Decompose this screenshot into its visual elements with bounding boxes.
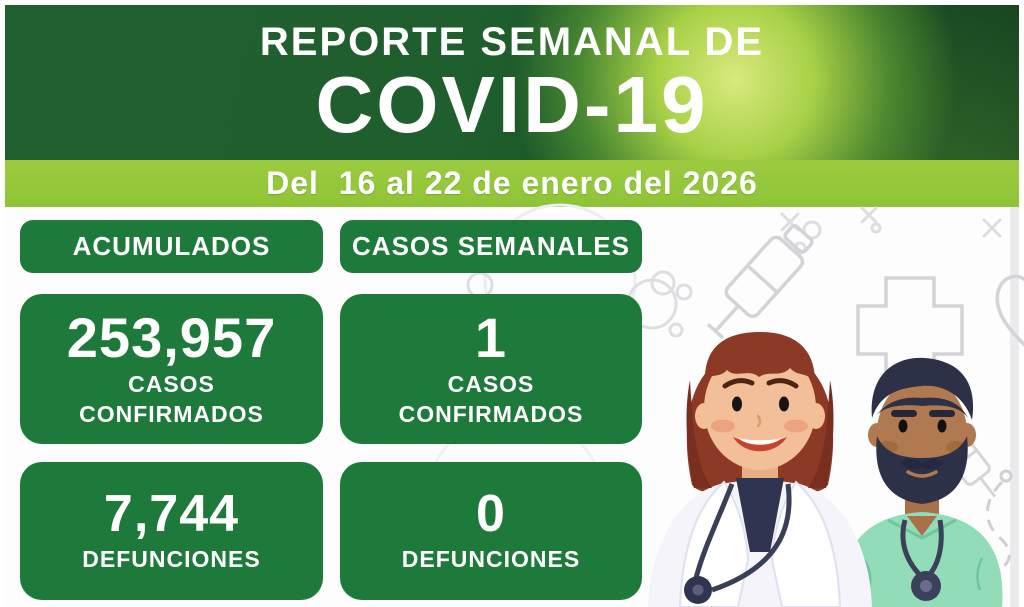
weekly-deaths-value: 0	[476, 485, 506, 544]
doctors-illustration	[648, 332, 1003, 607]
stethoscope	[684, 483, 792, 604]
accumulated-header-badge: ACUMULADOS	[20, 220, 323, 273]
accumulated-confirmed-label: CASOS CONFIRMADOS	[79, 371, 264, 427]
stethoscope	[900, 519, 944, 601]
report-title-covid19: COVID-19	[315, 59, 709, 149]
header-banner: REPORTE SEMANAL DE COVID-19	[5, 5, 1019, 160]
weekly-deaths-card: 0 DEFUNCIONES	[340, 462, 642, 600]
weekly-confirmed-value: 1	[474, 305, 508, 369]
female-doctor-figure	[648, 332, 872, 607]
weekly-deaths-label: DEFUNCIONES	[401, 546, 581, 573]
male-nurse-figure	[841, 357, 1003, 607]
accumulated-header-label: ACUMULADOS	[72, 231, 271, 261]
right-edge-shade	[1010, 207, 1019, 607]
accumulated-deaths-value: 7,744	[103, 485, 240, 544]
accumulated-deaths-card: 7,744 DEFUNCIONES	[20, 462, 323, 600]
accumulated-confirmed-card: 253,957 CASOS CONFIRMADOS	[20, 294, 323, 444]
circle-marks	[650, 270, 676, 296]
weekly-confirmed-label: CASOS CONFIRMADOS	[398, 371, 584, 427]
report-title-line1: REPORTE SEMANAL DE	[259, 19, 765, 64]
circle-marks	[870, 222, 882, 234]
heart-icon	[995, 274, 1024, 347]
accumulated-confirmed-value: 253,957	[66, 305, 277, 369]
weekly-header-badge: CASOS SEMANALES	[340, 220, 642, 273]
syringe-icon	[706, 224, 814, 340]
accumulated-deaths-label: DEFUNCIONES	[82, 546, 261, 573]
weekly-confirmed-card: 1 CASOS CONFIRMADOS	[340, 294, 642, 444]
date-range-band: Del 16 al 22 de enero del 2026	[5, 160, 1019, 207]
weekly-header-label: CASOS SEMANALES	[352, 231, 630, 261]
